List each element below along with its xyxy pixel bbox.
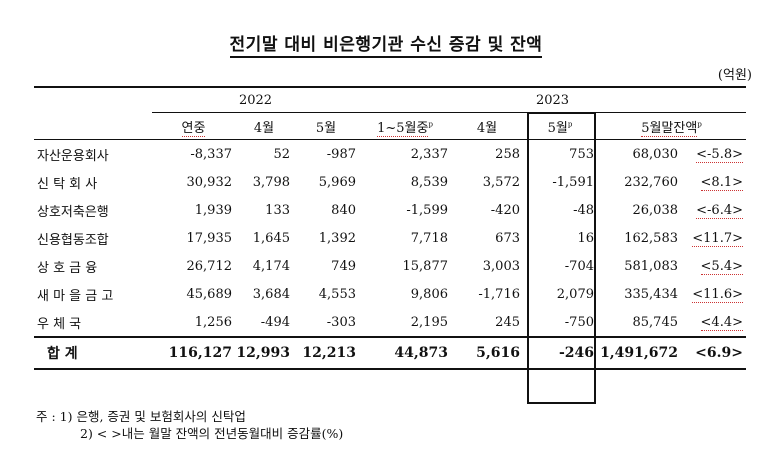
table-cell: 85,745 [632,314,679,330]
table-cell: 335,434 [624,286,678,302]
deposit-table: 2022 2023 연중 4월 5월 1~5월중p 4월 5월p 5월말잔액p … [34,86,746,370]
total-cell: 116,127 [152,336,235,370]
table-cell: 45,689 [186,286,233,302]
table-cell: 1,939 [194,202,232,218]
col-header: 5월 [293,112,359,140]
table-cell: <-6.4> [696,202,743,219]
col-header: 1~5월중p [359,112,451,140]
table-row: 새 마 을 금 고 45,689 3,684 4,553 9,806 -1,716 2,07… [34,280,746,308]
row-label: 상호저축은행 [37,204,109,220]
table-cell: <11.7> [692,230,743,247]
col-header: 4월 [235,112,293,140]
table-cell: 4,553 [318,286,356,302]
row-label: 신 탁 회 사 [37,176,98,192]
table-cell: -48 [573,202,594,218]
table-cell: <5.4> [700,258,743,275]
table-cell: 581,083 [624,258,678,274]
table-cell: 4,174 [252,258,290,274]
table-row: 신 탁 회 사 30,932 3,798 5,969 8,539 3,572 -1,591 2… [34,168,746,196]
table-cell: 753 [569,146,594,162]
table-cell: -987 [326,146,356,162]
total-cell: <6.9> [681,336,746,370]
table-row: 자산운용회사 -8,337 52 -987 2,337 258 753 68,030 <-5.8… [34,140,746,169]
table-cell: -303 [326,314,356,330]
table-cell: 68,030 [632,146,679,162]
table-cell: 3,798 [252,174,290,190]
table-cell: 840 [331,202,356,218]
table-cell: 1,256 [194,314,232,330]
total-cell: 12,993 [235,336,293,370]
table-cell: 5,969 [318,174,356,190]
table-cell: <11.6> [692,286,743,303]
table-cell: 232,760 [624,174,678,190]
table-cell: 162,583 [624,230,678,246]
table-cell: -750 [564,314,594,330]
table-cell: 3,003 [482,258,520,274]
row-label: 새 마 을 금 고 [37,288,114,304]
col-header: 4월 [451,112,523,140]
unit-label: (억원) [717,68,752,83]
table-cell: 26,038 [632,202,679,218]
table-cell: <8.1> [700,174,743,191]
table-cell: 9,806 [410,286,448,302]
total-cell: 5,616 [451,336,523,370]
footnotes: 주 : 1) 은행, 증권 및 보험회사의 신탁업 2) < >내는 월말 잔액… [36,408,343,442]
table-cell: 245 [495,314,520,330]
col-header: 5월말잔액p [597,112,746,140]
table-cell: -1,591 [552,174,594,190]
table-cell: -704 [564,258,594,274]
table-cell: <-5.8> [696,146,743,163]
row-label: 우 체 국 [37,316,82,332]
table-row: 우 체 국 1,256 -494 -303 2,195 245 -750 85,745 <4.4… [34,308,746,337]
table-cell: 15,877 [402,258,449,274]
table-cell: 30,932 [186,174,233,190]
row-label: 자산운용회사 [37,148,109,164]
table-cell: 26,712 [186,258,233,274]
table-cell: 8,539 [410,174,448,190]
table-cell: 673 [495,230,520,246]
table-cell: 2,079 [556,286,594,302]
table-cell: 2,337 [410,146,448,162]
table-cell: -420 [490,202,520,218]
table-title: 전기말 대비 비은행기관 수신 증감 및 잔액 [0,30,772,58]
year-2022: 2022 [152,86,359,113]
total-cell: 1,491,672 [597,336,681,370]
year-2023: 2023 [359,86,746,113]
table-cell: -494 [260,314,290,330]
table-cell: -1,599 [406,202,448,218]
row-label: 신용협동조합 [37,232,109,248]
table-cell: 3,684 [252,286,290,302]
table-cell: 1,392 [318,230,356,246]
table-cell: 17,935 [186,230,233,246]
table-cell: 2,195 [410,314,448,330]
total-cell: -246 [523,336,597,370]
col-header: 5월p [523,112,597,140]
footnote: 2) < >내는 월말 잔액의 전년동월대비 증감률(%) [80,426,344,441]
total-cell: 44,873 [359,336,451,370]
table-cell: <4.4> [700,314,743,331]
col-header: 연중 [152,112,235,140]
table-row: 상호저축은행 1,939 133 840 -1,599 -420 -48 26,038 <-6.… [34,196,746,224]
row-label: 상 호 금 융 [37,260,98,276]
table-cell: -1,716 [478,286,520,302]
table-cell: 3,572 [482,174,520,190]
table-cell: 7,718 [410,230,448,246]
table-cell: 749 [331,258,356,274]
table-cell: -8,337 [190,146,232,162]
table-cell: 1,645 [252,230,290,246]
table-cell: 52 [273,146,290,162]
table-row: 신용협동조합 17,935 1,645 1,392 7,718 673 16 162,583 <… [34,224,746,252]
table-row: 상 호 금 융 26,712 4,174 749 15,877 3,003 -704 581,… [34,252,746,280]
total-label: 합 계 [34,336,152,370]
table-cell: 16 [577,230,594,246]
table-cell: 133 [265,202,290,218]
footnote: 주 : 1) 은행, 증권 및 보험회사의 신탁업 [36,409,246,424]
table-cell: 258 [495,146,520,162]
total-cell: 12,213 [293,336,359,370]
